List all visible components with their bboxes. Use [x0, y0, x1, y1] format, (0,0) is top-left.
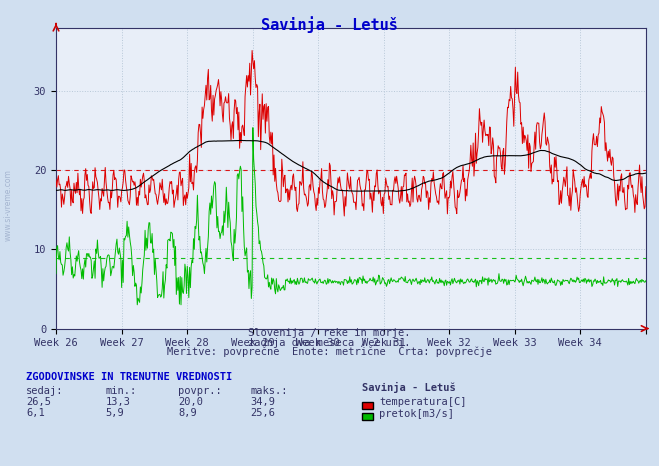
Text: 25,6: 25,6 — [250, 408, 275, 418]
Text: 5,9: 5,9 — [105, 408, 124, 418]
Text: Slovenija / reke in morje.: Slovenija / reke in morje. — [248, 329, 411, 338]
Text: 34,9: 34,9 — [250, 397, 275, 407]
Text: Meritve: povprečne  Enote: metrične  Črta: povprečje: Meritve: povprečne Enote: metrične Črta:… — [167, 345, 492, 357]
Text: 20,0: 20,0 — [178, 397, 203, 407]
Text: min.:: min.: — [105, 386, 136, 396]
Text: 6,1: 6,1 — [26, 408, 45, 418]
Text: maks.:: maks.: — [250, 386, 288, 396]
Text: 8,9: 8,9 — [178, 408, 196, 418]
Text: zadnja dva meseca / 2 uri.: zadnja dva meseca / 2 uri. — [248, 338, 411, 348]
Text: povpr.:: povpr.: — [178, 386, 221, 396]
Text: pretok[m3/s]: pretok[m3/s] — [379, 409, 454, 418]
Text: 13,3: 13,3 — [105, 397, 130, 407]
Text: Savinja - Letuš: Savinja - Letuš — [261, 16, 398, 33]
Text: sedaj:: sedaj: — [26, 386, 64, 396]
Text: www.si-vreme.com: www.si-vreme.com — [3, 169, 13, 241]
Text: 26,5: 26,5 — [26, 397, 51, 407]
Text: Savinja - Letuš: Savinja - Letuš — [362, 383, 456, 393]
Text: ZGODOVINSKE IN TRENUTNE VREDNOSTI: ZGODOVINSKE IN TRENUTNE VREDNOSTI — [26, 372, 233, 382]
Text: temperatura[C]: temperatura[C] — [379, 397, 467, 407]
